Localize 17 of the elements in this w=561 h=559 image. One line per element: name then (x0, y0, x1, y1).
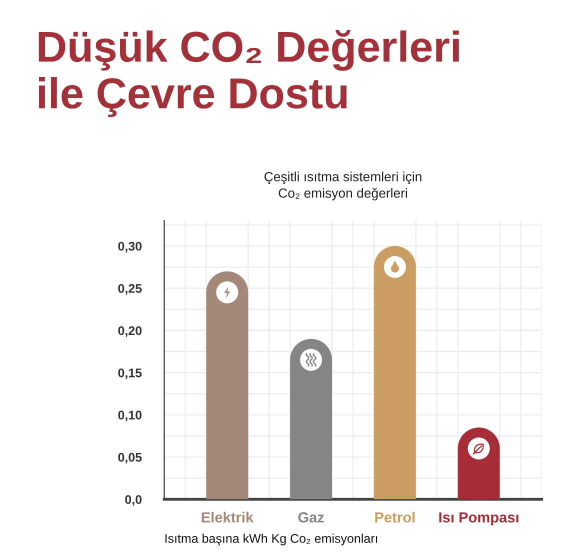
x-tick-label: Petrol (375, 512, 415, 523)
y-tick-label: 0,25 (118, 284, 142, 295)
y-tick-label: 0,15 (118, 368, 142, 380)
x-tick-label: Elektrik (202, 512, 254, 523)
y-tick-label: 0,0 (125, 495, 142, 506)
x-tick-label: Gaz (298, 512, 324, 523)
x-tick-label: Isı Pompası (439, 512, 518, 526)
x-axis-title: Isıtma başına kWh Kg Co₂ emisyonları (165, 534, 378, 546)
y-tick-label: 0,30 (118, 242, 142, 252)
bar (290, 338, 332, 500)
bar (374, 246, 416, 500)
y-tick-label: 0,10 (118, 410, 142, 422)
chart-title: Düşük CO₂ Değerleri ile Çevre Dostu (38, 30, 459, 118)
chart-subtitle: Çeşitli ısıtma sistemleri için Co₂ emisyon değerleri (264, 172, 422, 200)
bar (206, 271, 248, 500)
y-tick-label: 0,20 (118, 326, 142, 337)
y-tick-label: 0,05 (118, 452, 142, 464)
